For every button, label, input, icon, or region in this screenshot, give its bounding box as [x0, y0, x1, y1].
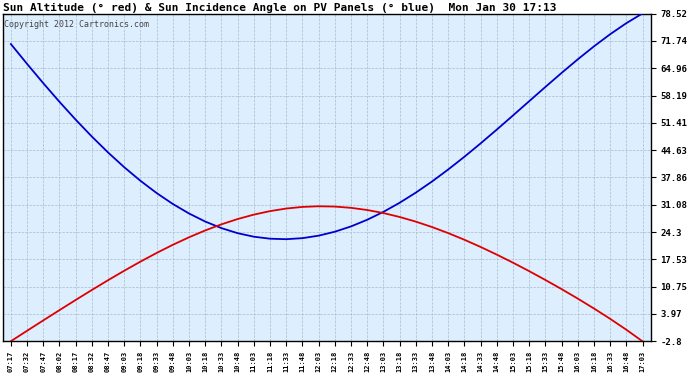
Text: Sun Altitude (° red) & Sun Incidence Angle on PV Panels (° blue)  Mon Jan 30 17:: Sun Altitude (° red) & Sun Incidence Ang…: [3, 3, 556, 13]
Text: Copyright 2012 Cartronics.com: Copyright 2012 Cartronics.com: [4, 20, 149, 29]
